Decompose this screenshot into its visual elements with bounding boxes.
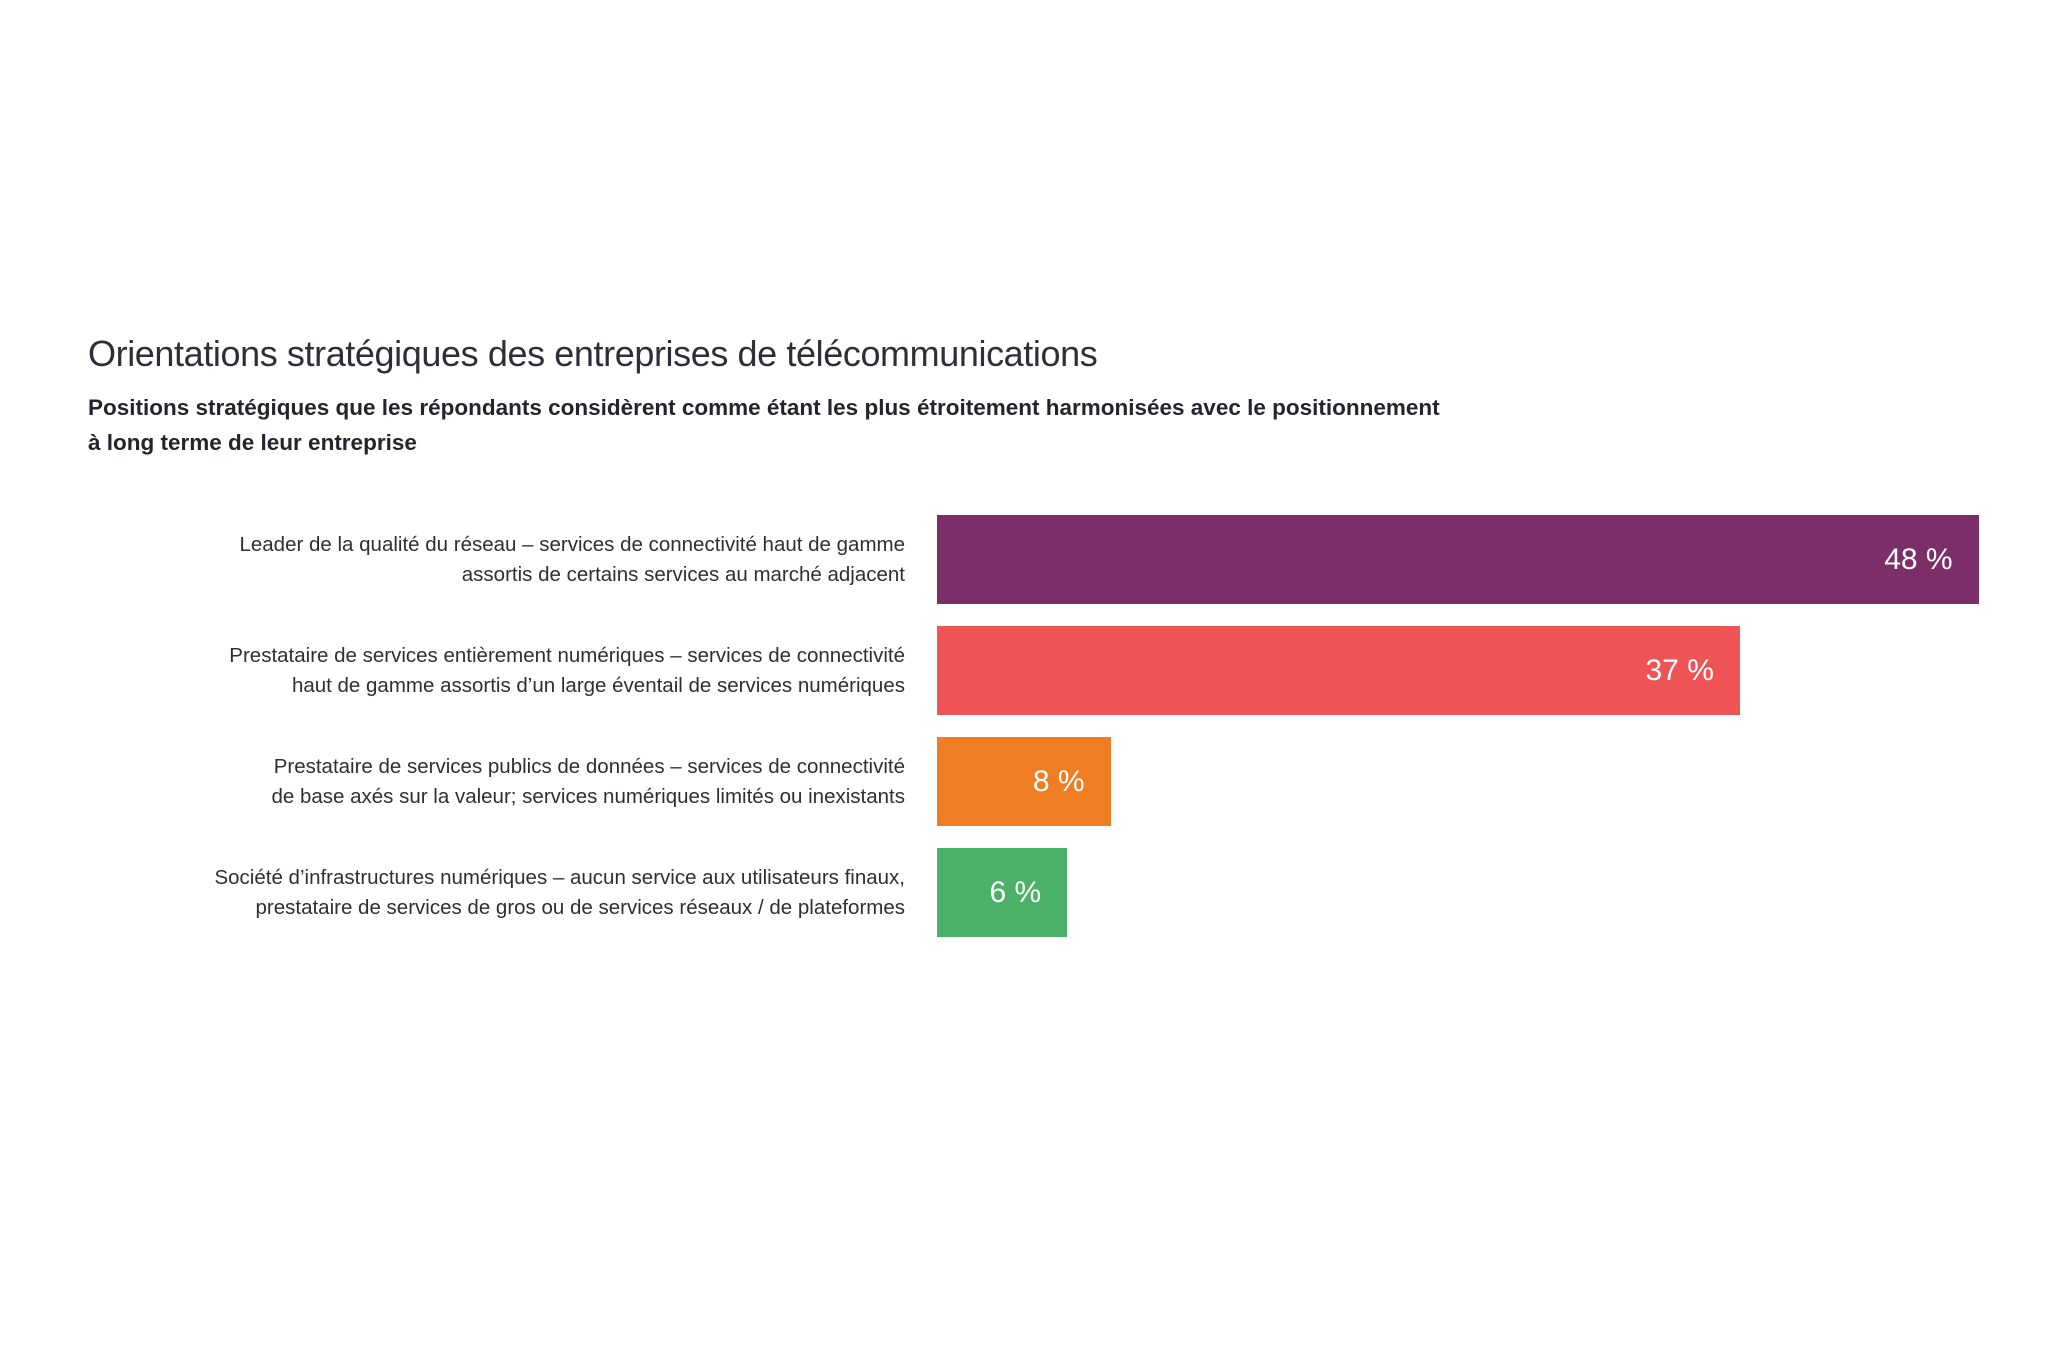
category-label: Prestataire de services entièrement numé… [0, 641, 937, 700]
chart-subtitle: Positions stratégiques que les répondant… [88, 391, 1708, 461]
category-label: Leader de la qualité du réseau – service… [0, 530, 937, 589]
chart-row: Prestataire de services publics de donné… [0, 737, 2048, 826]
chart-header: Orientations stratégiques des entreprise… [88, 332, 1708, 461]
bar: 6 % [937, 848, 1068, 937]
bar: 8 % [937, 737, 1111, 826]
category-label: Prestataire de services publics de donné… [0, 752, 937, 811]
category-label-line-2: de base axés sur la valeur; services num… [271, 784, 905, 808]
category-label-line-2: prestataire de services de gros ou de se… [255, 895, 906, 919]
category-label-line-2: haut de gamme assortis d’un large éventa… [291, 673, 905, 697]
chart-row: Leader de la qualité du réseau – service… [0, 515, 2048, 604]
chart-subtitle-line-2: à long terme de leur entreprise [88, 430, 417, 456]
category-label-line-1: Société d’infrastructures numériques – a… [214, 865, 905, 889]
bar-chart: Leader de la qualité du réseau – service… [0, 515, 2048, 959]
category-label-line-1: Leader de la qualité du réseau – service… [239, 532, 905, 556]
bar-value-label: 6 % [989, 875, 1042, 909]
chart-row: Société d’infrastructures numériques – a… [0, 848, 2048, 937]
category-label-line-2: assortis de certains services au marché … [461, 562, 905, 586]
bar-value-label: 37 % [1645, 653, 1714, 687]
category-label-line-1: Prestataire de services entièrement numé… [229, 643, 905, 667]
chart-subtitle-line-1: Positions stratégiques que les répondant… [88, 395, 1440, 421]
chart-row: Prestataire de services entièrement numé… [0, 626, 2048, 715]
bar-value-label: 48 % [1884, 542, 1953, 576]
category-label-line-1: Prestataire de services publics de donné… [273, 754, 905, 778]
bar: 37 % [937, 626, 1740, 715]
category-label: Société d’infrastructures numériques – a… [0, 863, 937, 922]
chart-title: Orientations stratégiques des entreprise… [88, 333, 1098, 374]
bar-value-label: 8 % [1032, 764, 1085, 798]
bar: 48 % [937, 515, 1979, 604]
